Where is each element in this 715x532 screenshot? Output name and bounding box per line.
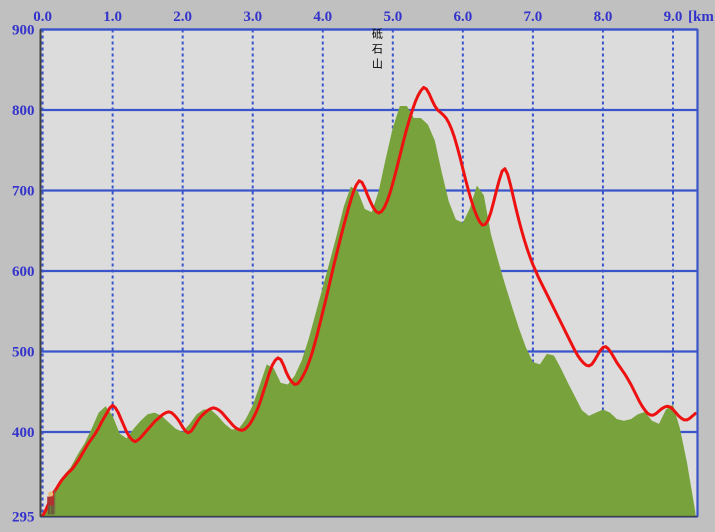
y-tick-label: 600 xyxy=(12,264,35,280)
elevation-line xyxy=(41,85,697,518)
y-axis-tick-labels: 900 800 700 600 500 400 295 xyxy=(12,23,35,526)
hiker-icon xyxy=(47,490,56,515)
x-tick-label: 6.0 xyxy=(453,9,472,25)
x-tick-label: 3.0 xyxy=(243,9,262,25)
x-tick-label: 7.0 xyxy=(524,9,543,25)
summit-label-char: 砥 xyxy=(372,27,383,40)
x-axis-unit-label: [km xyxy=(688,9,714,25)
x-tick-label: 8.0 xyxy=(594,9,613,25)
summit-label-char: 石 xyxy=(372,42,383,55)
x-tick-label: 5.0 xyxy=(383,9,402,25)
x-tick-label: 1.0 xyxy=(103,9,122,25)
summit-label-char: 山 xyxy=(372,57,383,70)
x-axis-tick-labels: 0.0 1.0 2.0 3.0 4.0 5.0 6.0 7.0 8.0 9.0 xyxy=(33,9,682,25)
x-tick-label: 9.0 xyxy=(664,9,683,25)
x-tick-label: 4.0 xyxy=(313,9,332,25)
y-tick-label: 295 xyxy=(12,510,35,526)
x-tick-label: 2.0 xyxy=(173,9,192,25)
x-tick-label: 0.0 xyxy=(33,9,52,25)
plot-border xyxy=(39,28,699,518)
y-tick-label: 500 xyxy=(12,344,35,360)
summit-annotation: 砥石山 xyxy=(372,27,383,70)
y-tick-label: 700 xyxy=(12,183,35,199)
y-tick-label: 400 xyxy=(12,425,35,441)
y-tick-label: 900 xyxy=(12,23,35,39)
y-tick-label: 800 xyxy=(12,103,35,119)
